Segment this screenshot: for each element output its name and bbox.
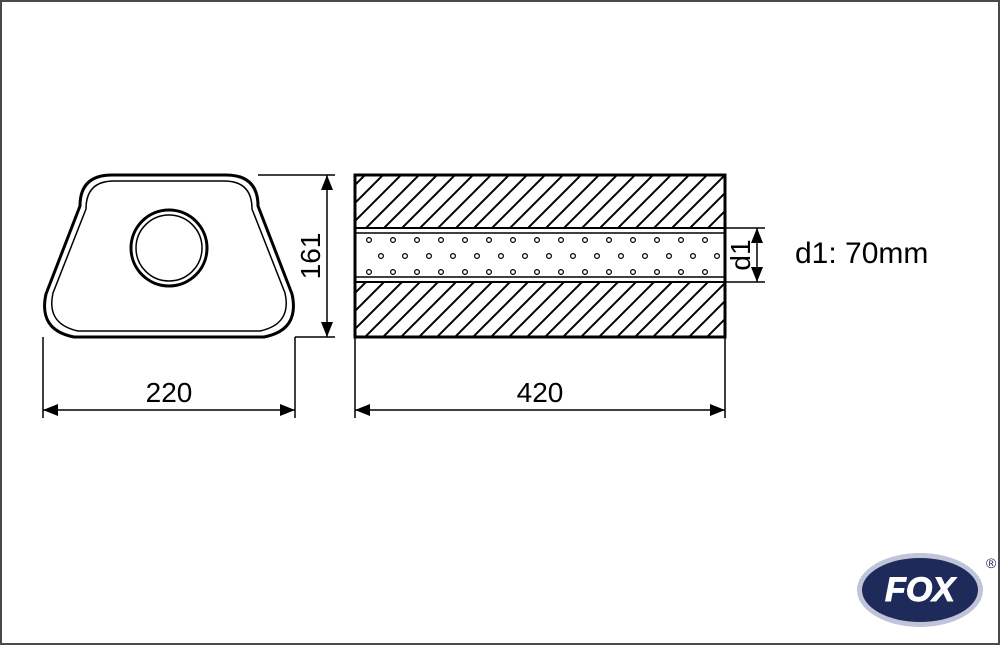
dim-420-text: 420 <box>517 377 564 408</box>
dim-220: 220 <box>43 337 295 418</box>
fox-logo: FOX ® <box>857 553 997 627</box>
registered-mark: ® <box>986 555 997 571</box>
dim-161: 161 <box>258 175 335 337</box>
cross-section-view <box>45 175 294 337</box>
technical-drawing: 220 161 420 d1 d1: 70mm FOX ® <box>0 0 1000 645</box>
dim-220-text: 220 <box>146 377 193 408</box>
dim-161-text: 161 <box>295 233 326 280</box>
dim-d1: d1 <box>725 228 765 282</box>
fox-logo-text: FOX <box>885 571 957 609</box>
d1-note: d1: 70mm <box>795 237 928 270</box>
dim-d1-text: d1 <box>725 239 756 270</box>
dim-420: 420 <box>355 337 725 418</box>
side-section-view <box>355 175 725 337</box>
